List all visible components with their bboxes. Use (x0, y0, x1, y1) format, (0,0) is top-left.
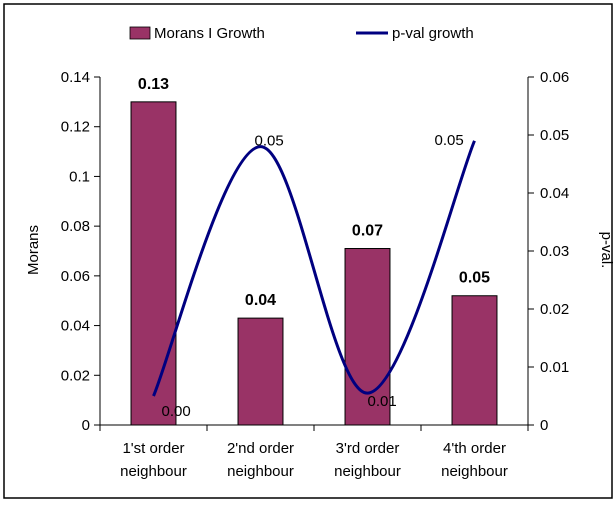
y-axis-title: Morans (25, 225, 42, 275)
legend-label-line: p-val growth (392, 25, 474, 42)
left-tick-label: 0.08 (61, 218, 90, 235)
legend-label-bar: Morans I Growth (154, 25, 265, 42)
line-data-label: 0.00 (162, 403, 191, 420)
category-label: 1'st order (122, 440, 184, 457)
category-label: neighbour (441, 463, 508, 480)
right-tick-label: 0.02 (540, 301, 569, 318)
bar (451, 295, 498, 426)
line-series: 0.00 0.05 0.01 0.05 (152, 132, 476, 420)
left-tick-label: 0.02 (61, 367, 90, 384)
p-val-line (152, 140, 476, 397)
bar-data-label: 0.07 (352, 223, 383, 240)
line-data-label: 0.05 (435, 132, 464, 149)
right-tick-label: 0.04 (540, 185, 569, 202)
bar (130, 101, 177, 426)
line-data-label: 0.01 (368, 393, 397, 410)
legend: Morans I Growth p-val growth (129, 25, 474, 42)
bar-data-label: 0.05 (459, 270, 490, 287)
right-tick-label: 0.06 (540, 69, 569, 86)
left-tick-label: 0.06 (61, 268, 90, 285)
left-tick-label: 0.12 (61, 119, 90, 136)
bar-data-label: 0.13 (138, 76, 169, 93)
bar-data-label: 0.04 (245, 292, 276, 309)
left-axis: 0 0.02 0.04 0.06 0.08 0.1 0.12 0.14 (61, 69, 101, 434)
left-tick-label: 0 (82, 417, 90, 434)
bar (237, 317, 284, 426)
right-tick-label: 0.01 (540, 359, 569, 376)
category-label: 3'rd order (336, 440, 400, 457)
right-tick-label: 0 (540, 417, 548, 434)
left-tick-label: 0.14 (61, 69, 90, 86)
legend-swatch-bar (129, 26, 151, 40)
left-tick-label: 0.04 (61, 318, 90, 335)
left-tick-label: 0.1 (69, 168, 90, 185)
right-axis: 0 0.01 0.02 0.03 0.04 0.05 0.06 (527, 69, 569, 434)
category-label: neighbour (334, 463, 401, 480)
category-label: neighbour (227, 463, 294, 480)
x-axis: 1'st order neighbour 2'nd order neighbour 3'… (99, 424, 529, 480)
bar (344, 248, 391, 426)
line-data-label: 0.05 (255, 133, 284, 150)
category-label: neighbour (120, 463, 187, 480)
category-label: 2'nd order (227, 440, 294, 457)
right-tick-label: 0.05 (540, 127, 569, 144)
right-tick-label: 0.03 (540, 243, 569, 260)
y2-axis-title: p-val. (598, 232, 615, 269)
bars: 0.13 0.04 0.07 0.05 (130, 76, 498, 426)
category-label: 4'th order (443, 440, 506, 457)
